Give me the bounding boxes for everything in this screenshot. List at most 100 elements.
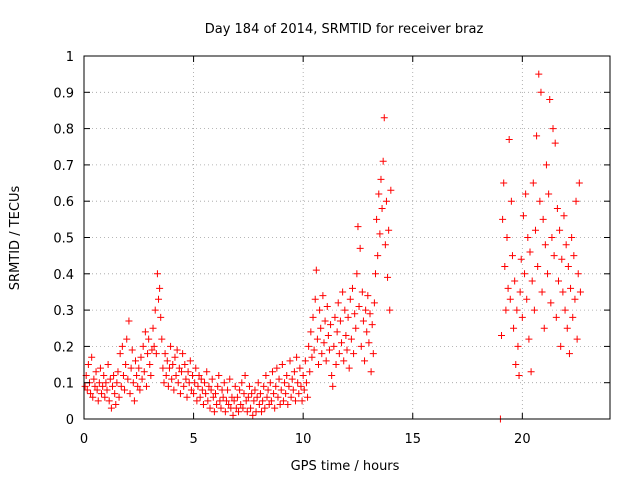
- data-point: [339, 288, 347, 296]
- x-tick-labels: 0 5 10 15 20: [80, 432, 531, 447]
- data-point: [162, 371, 170, 379]
- data-point: [561, 306, 569, 314]
- data-point: [291, 397, 299, 405]
- data-point: [213, 400, 221, 408]
- data-point: [180, 382, 188, 390]
- data-point: [576, 288, 584, 296]
- data-point: [504, 284, 512, 292]
- data-point: [285, 382, 293, 390]
- data-point: [364, 292, 372, 300]
- data-point: [173, 346, 181, 354]
- data-point: [289, 386, 297, 394]
- data-point: [214, 382, 222, 390]
- data-point: [210, 408, 218, 416]
- data-point: [159, 364, 167, 372]
- data-point: [270, 390, 278, 398]
- y-tick-label: 0.3: [53, 304, 74, 319]
- data-point: [156, 284, 164, 292]
- data-point: [231, 382, 239, 390]
- data-point: [277, 386, 285, 394]
- data-point: [205, 382, 213, 390]
- data-point: [192, 364, 200, 372]
- data-point: [340, 357, 348, 365]
- data-point: [260, 382, 268, 390]
- data-point: [276, 400, 284, 408]
- data-point: [508, 252, 516, 260]
- data-point: [569, 313, 577, 321]
- data-point: [523, 295, 531, 303]
- data-point: [136, 386, 144, 394]
- data-point: [117, 382, 125, 390]
- data-point: [558, 255, 566, 263]
- data-point: [552, 313, 560, 321]
- data-point: [312, 266, 320, 274]
- data-point: [122, 361, 130, 369]
- data-point: [133, 371, 141, 379]
- data-point: [251, 386, 259, 394]
- data-point: [521, 270, 529, 278]
- data-point: [139, 342, 147, 350]
- data-point: [268, 368, 276, 376]
- data-point: [262, 371, 270, 379]
- data-point: [141, 328, 149, 336]
- data-point: [241, 371, 249, 379]
- data-point: [345, 364, 353, 372]
- data-point: [161, 350, 169, 358]
- x-tick-label: 5: [189, 432, 197, 447]
- data-point: [294, 379, 302, 387]
- data-point: [140, 368, 148, 376]
- data-point: [250, 397, 258, 405]
- data-point: [544, 270, 552, 278]
- data-point: [299, 371, 307, 379]
- data-point: [386, 306, 394, 314]
- data-point: [144, 350, 152, 358]
- data-point: [233, 393, 241, 401]
- data-point: [273, 364, 281, 372]
- data-point: [172, 371, 180, 379]
- data-point: [89, 393, 97, 401]
- data-point: [128, 346, 136, 354]
- data-point: [239, 404, 247, 412]
- data-point: [374, 252, 382, 260]
- data-point: [370, 299, 378, 307]
- data-point: [219, 393, 227, 401]
- data-point: [536, 197, 544, 205]
- data-point: [101, 393, 109, 401]
- data-point: [216, 397, 224, 405]
- data-point: [244, 393, 252, 401]
- data-point: [348, 284, 356, 292]
- grid: [84, 56, 610, 419]
- y-axis-title: SRMTID / TECUs: [8, 186, 23, 291]
- data-point: [385, 226, 393, 234]
- data-point: [381, 241, 389, 249]
- data-point: [537, 88, 545, 96]
- data-point: [522, 190, 530, 198]
- data-point: [147, 371, 155, 379]
- data-point: [335, 350, 343, 358]
- x-tick-label: 0: [80, 432, 88, 447]
- data-point: [236, 386, 244, 394]
- data-point: [321, 317, 329, 325]
- y-tick-label: 0.4: [53, 268, 74, 283]
- data-point: [540, 324, 548, 332]
- data-point: [121, 386, 129, 394]
- data-point: [344, 313, 352, 321]
- data-point: [83, 386, 91, 394]
- data-point: [190, 390, 198, 398]
- data-point: [168, 375, 176, 383]
- data-point: [290, 368, 298, 376]
- data-point: [533, 132, 541, 140]
- data-point: [150, 342, 158, 350]
- data-point: [553, 204, 561, 212]
- x-axis-title: GPS time / hours: [291, 459, 400, 474]
- y-tick-label: 0: [66, 413, 74, 428]
- data-point: [346, 295, 354, 303]
- data-point: [307, 328, 315, 336]
- data-point: [362, 306, 370, 314]
- data-point: [238, 379, 246, 387]
- data-point: [132, 357, 140, 365]
- data-point: [90, 375, 98, 383]
- data-point: [142, 382, 150, 390]
- data-point: [249, 411, 257, 419]
